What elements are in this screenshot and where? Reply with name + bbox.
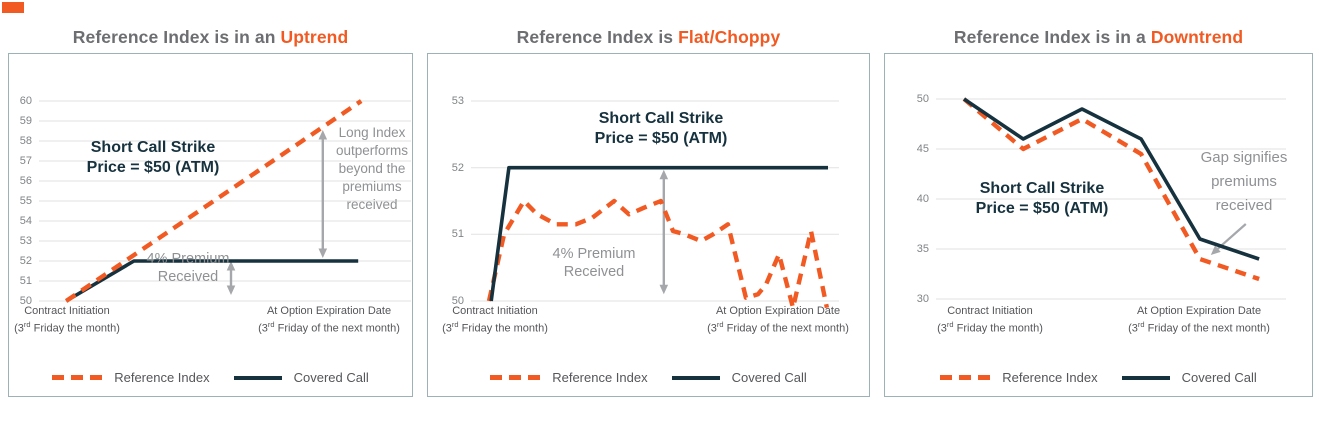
chart1-y-axis: 50 51 52 53 54 55 56 57 58 59 60 (9, 93, 32, 309)
chart3-y-axis: 30 35 40 45 50 (885, 91, 929, 307)
legend-covered-call-label: Covered Call (731, 370, 807, 385)
chart2-premium-annotation: 4% Premium Received (552, 246, 636, 280)
legend-covered-call-label: Covered Call (293, 370, 369, 385)
chart1-title-highlight: Uptrend (280, 27, 349, 47)
chart3-strike-annotation: Short Call Strike Price = $50 (ATM) (975, 180, 1109, 217)
covered-call-line-swatch (671, 375, 720, 380)
chart1-panel: 50 51 52 53 54 55 56 57 58 59 60 Short Call Strike… (8, 53, 413, 397)
y-tick-label: 58 (19, 135, 32, 147)
chart1-xlabel-left: Contract Initiation (3rd Friday the mont… (14, 305, 120, 335)
chart1-plot (39, 99, 411, 303)
y-tick-label: 52 (19, 255, 32, 267)
chart1-premium-annotation: 4% Premium Received (146, 251, 230, 285)
legend-reference-index-label: Reference Index (114, 370, 210, 385)
y-tick-label: 51 (451, 228, 464, 241)
y-tick-label: 53 (451, 95, 464, 107)
reference-index-dash-swatch (490, 375, 541, 380)
chart3-panel: 30 35 40 45 50 Short Call Strike Price = $50… (884, 53, 1313, 397)
chart2-plot (471, 100, 839, 309)
chart3-title-highlight: Downtrend (1150, 27, 1244, 47)
legend-reference-index-label: Reference Index (1002, 370, 1098, 385)
chart2-strike-annotation: Short Call Strike Price = $50 (ATM) (594, 110, 728, 147)
y-tick-label: 52 (451, 161, 464, 174)
chart3-legend: Reference Index Covered Call (885, 370, 1312, 385)
y-tick-label: 50 (916, 93, 929, 105)
chart2-panel: 50 51 52 53 Short Call Strike Price = $50 (… (427, 53, 870, 397)
chart3-xlabel-right: At Option Expiration Date (3rd Friday of… (1128, 305, 1270, 335)
chart1-strike-annotation: Short Call Strike Price = $50 (ATM) (86, 139, 220, 176)
chart3-gap-annotation: Gap signifies premiums received (1200, 149, 1288, 214)
covered-call-line-swatch (233, 375, 282, 380)
legend-reference-index-label: Reference Index (552, 370, 648, 385)
legend-covered-call-label: Covered Call (1181, 370, 1257, 385)
chart2-xlabel-left: Contract Initiation (3rd Friday the mont… (442, 305, 548, 335)
y-tick-label: 50 (19, 295, 32, 307)
chart1-sidenote-annotation: Long Index outperforms beyond the premiu… (335, 125, 409, 212)
y-tick-label: 53 (19, 235, 32, 247)
chart1-title: Reference Index is in an Uptrend (8, 27, 413, 49)
y-tick-label: 57 (19, 155, 32, 167)
y-tick-label: 50 (451, 295, 464, 307)
y-tick-label: 51 (19, 275, 32, 287)
chart2-title: Reference Index is Flat/Choppy (427, 27, 870, 49)
y-tick-label: 59 (19, 115, 32, 127)
chart2-legend: Reference Index Covered Call (428, 370, 869, 385)
y-tick-label: 45 (916, 143, 929, 155)
chart2-y-axis: 50 51 52 53 (428, 93, 464, 309)
y-tick-label: 40 (916, 193, 929, 205)
chart3-plot (936, 97, 1286, 300)
chart1-xlabel-right: At Option Expiration Date (3rd Friday of… (258, 305, 400, 335)
chart1-legend: Reference Index Covered Call (9, 370, 412, 385)
y-tick-label: 60 (19, 95, 32, 107)
chart2-xlabel-right: At Option Expiration Date (3rd Friday of… (707, 305, 849, 335)
chart1-title-prefix: Reference Index is in an (72, 27, 281, 47)
chart3-title: Reference Index is in a Downtrend (884, 27, 1313, 49)
chart3-xlabel-left: Contract Initiation (3rd Friday the mont… (937, 305, 1043, 335)
y-tick-label: 35 (916, 243, 929, 255)
reference-index-dash-swatch (52, 375, 103, 380)
y-tick-label: 54 (19, 215, 32, 227)
reference-index-dash-swatch (940, 375, 991, 380)
y-tick-label: 55 (19, 195, 32, 207)
y-tick-label: 30 (916, 293, 929, 305)
y-tick-label: 56 (19, 175, 32, 187)
covered-call-line-swatch (1121, 375, 1170, 380)
chart2-title-prefix: Reference Index is (516, 27, 679, 47)
chart2-title-highlight: Flat/Choppy (678, 27, 781, 47)
brand-accent-mark (2, 2, 24, 13)
chart3-title-prefix: Reference Index is in a (953, 27, 1151, 47)
